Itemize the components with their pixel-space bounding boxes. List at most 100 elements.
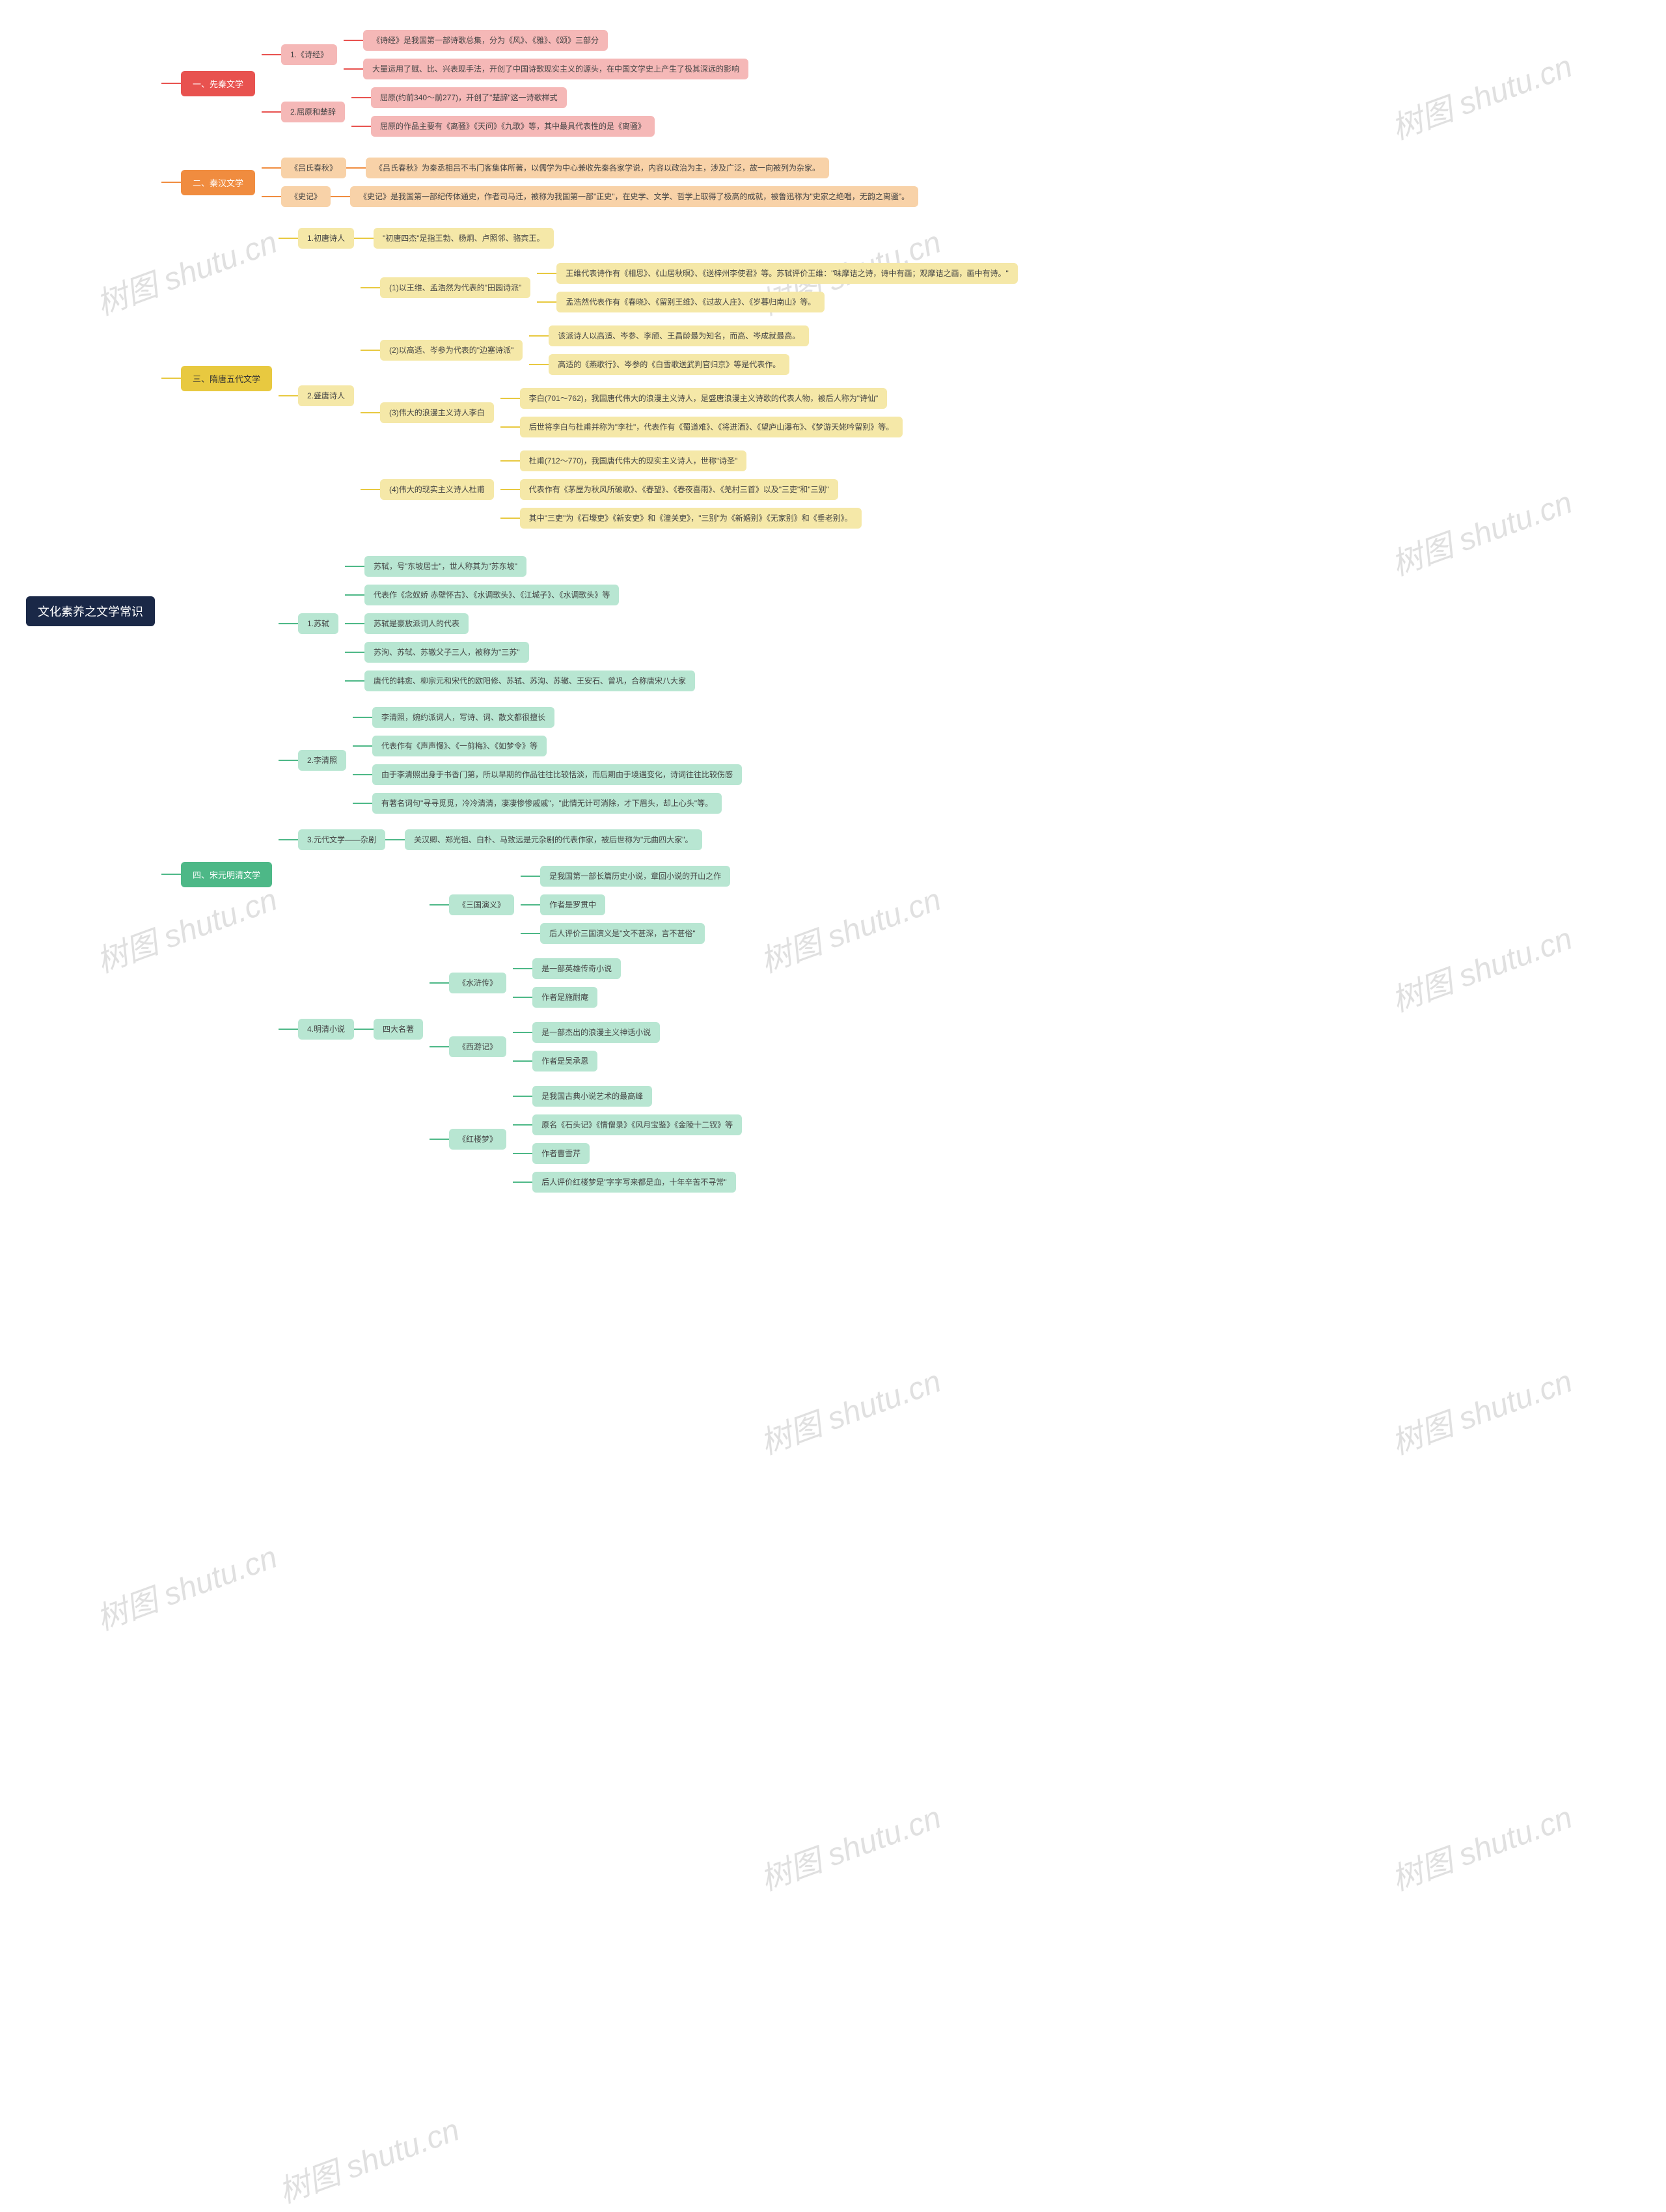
leaf: 屈原的作品主要有《离骚》《天问》《九歌》等，其中最具代表性的是《离骚》 [371,116,655,137]
connector [513,1096,532,1097]
connector [513,1124,532,1126]
b2-n1: 《吕氏春秋》 [281,158,346,178]
connector [430,1139,449,1140]
leaf: 作者曹雪芹 [532,1143,590,1164]
connector [279,1029,298,1030]
leaf: 作者是吴承恩 [532,1051,597,1071]
b4-n4-g1: 《三国演义》 [449,894,514,915]
connector [537,273,556,274]
connector [513,1153,532,1154]
leaf: 是一部英雄传奇小说 [532,958,621,979]
connector [521,933,540,934]
connector [537,301,556,303]
b4-n3: 3.元代文学——杂剧 [298,829,385,850]
leaf: 作者是罗贯中 [540,894,605,915]
b1-n1: 1.《诗经》 [281,44,337,65]
connector [161,182,181,183]
leaf: 代表作《念奴娇 赤壁怀古》、《水调歌头》、《江城子》、《水调歌头》等 [364,585,619,605]
connector [262,54,281,55]
leaf: 《诗经》是我国第一部诗歌总集，分为《风》、《雅》、《颂》三部分 [363,30,608,51]
b4-n4-s1: 四大名著 [374,1019,423,1040]
connector [262,111,281,113]
connector [351,126,371,127]
leaf: 杜甫(712～770)，我国唐代伟大的现实主义诗人，世称"诗圣" [520,450,747,471]
connector [345,623,364,624]
b3-n2-s2: (2)以高适、岑参为代表的"边塞诗派" [380,340,523,361]
connector [513,997,532,998]
connector [361,350,380,351]
leaf: 苏轼，号"东坡居士"，世人称其为"苏东坡" [364,556,526,577]
leaf: 有著名词句"寻寻觅觅，冷冷清清，凄凄惨惨戚戚"，"此情无计可消除，才下眉头，却上… [372,793,722,814]
leaf: 屈原(约前340～前277)，开创了"楚辞"这一诗歌样式 [371,87,567,108]
connector [500,398,520,399]
leaf: 孟浩然代表作有《春晓》、《留别王维》、《过故人庄》、《岁暮归南山》等。 [556,292,825,312]
watermark: 树图 shutu.cn [1384,1791,1577,1899]
connector [345,652,364,653]
branch-3: 三、隋唐五代文学 [181,366,272,391]
watermark: 树图 shutu.cn [1384,913,1577,1020]
connector [500,518,520,519]
b1-n2: 2.屈原和楚辞 [281,102,345,122]
b4-n1: 1.苏轼 [298,613,338,634]
leaf: 唐代的韩愈、柳宗元和宋代的欧阳修、苏轼、苏洵、苏辙、王安石、曾巩，合称唐宋八大家 [364,671,695,691]
branch-1: 一、先秦文学 [181,71,255,96]
leaf: 其中"三吏"为《石壕吏》《新安吏》和《潼关吏》，"三别"为《新婚别》《无家别》和… [520,508,862,529]
watermark: 树图 shutu.cn [753,1791,946,1899]
connector [430,982,449,984]
connector [513,1060,532,1062]
branch-2: 二、秦汉文学 [181,170,255,195]
leaf: 后世将李白与杜甫并称为"李杜"，代表作有《蜀道难》、《将进酒》、《望庐山瀑布》、… [520,417,903,437]
connector [161,874,181,875]
leaf: 苏洵、苏轼、苏辙父子三人，被称为"三苏" [364,642,529,663]
connector [351,97,371,98]
connector [521,876,540,877]
connector [529,364,549,365]
connector [385,839,405,840]
leaf: 《史记》是我国第一部纪传体通史，作者司马迁，被称为我国第一部"正史"，在史学、文… [350,186,918,207]
b3-n2: 2.盛唐诗人 [298,385,354,406]
connector [500,460,520,462]
connector [279,760,298,761]
connector [354,238,374,239]
connector [513,1182,532,1183]
root-node: 文化素养之文学常识 [26,596,155,626]
leaf: 后人评价红楼梦是"字字写来都是血，十年辛苦不寻常" [532,1172,736,1193]
connector [279,839,298,840]
mindmap-container: 文化素养之文学常识 一、先秦文学 1.《诗经》 《诗经》是我国第一部诗歌总集，分… [26,26,1018,1196]
connector [331,196,350,197]
watermark: 树图 shutu.cn [1384,40,1577,148]
leaf: 王维代表诗作有《相思》、《山居秋暝》、《送梓州李使君》等。苏轼评价王维："味摩诘… [556,263,1018,284]
connector [161,378,181,379]
b2-n2: 《史记》 [281,186,331,207]
leaf: 高适的《燕歌行》、岑参的《白雪歌送武判官归京》等是代表作。 [549,354,789,375]
connector [353,774,372,775]
b4-n4: 4.明清小说 [298,1019,354,1040]
connector [346,167,366,169]
leaf: 是我国第一部长篇历史小说，章回小说的开山之作 [540,866,730,887]
b3-n2-s3: (3)伟大的浪漫主义诗人李白 [380,402,494,423]
connector [354,1029,374,1030]
b3-n2-s4: (4)伟大的现实主义诗人杜甫 [380,479,494,500]
connector [353,803,372,804]
connector [344,40,363,41]
connector [430,1046,449,1047]
watermark: 树图 shutu.cn [1384,1355,1577,1463]
connector [361,287,380,288]
connector [353,745,372,747]
leaf: 后人评价三国演义是"文不甚深，言不甚俗" [540,923,705,944]
watermark: 树图 shutu.cn [1384,477,1577,584]
connector [262,196,281,197]
branch-4: 四、宋元明清文学 [181,862,272,887]
leaf: 李白(701～762)，我国唐代伟大的浪漫主义诗人，是盛唐浪漫主义诗歌的代表人物… [520,388,888,409]
connector [262,167,281,169]
connector [361,489,380,490]
connector [361,412,380,413]
connector [279,395,298,396]
b4-n4-g3: 《西游记》 [449,1036,506,1057]
connector [353,717,372,718]
connector [521,904,540,906]
connector [345,680,364,682]
connector [279,623,298,624]
leaf: 作者是施耐庵 [532,987,597,1008]
leaf: 关汉卿、郑光祖、白朴、马致远是元杂剧的代表作家，被后世称为"元曲四大家"。 [405,829,702,850]
